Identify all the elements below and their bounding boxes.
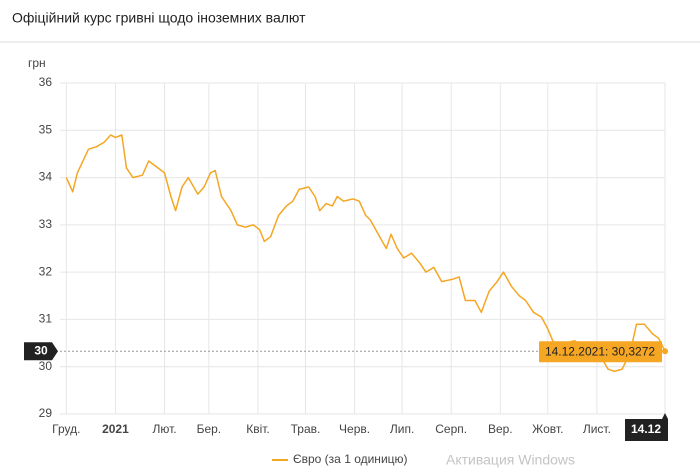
x-tick-label: Жовт. [532,422,563,436]
legend-label: Євро (за 1 одиницю) [293,452,408,466]
y-tick-label: 32 [39,264,53,278]
y-tick-label: 35 [39,122,53,136]
x-tick-label: Серп. [435,422,467,436]
x-tick-label: Лют. [152,422,176,436]
y-tick-label: 34 [39,170,53,184]
x-tick-label: Вер. [488,422,513,436]
y-tick-label: 29 [39,406,53,420]
series-line [65,134,666,373]
tooltip-box [539,341,662,363]
watermark: Активация Windows [446,452,575,468]
crosshair-x-box [625,413,668,441]
point-marker [662,348,668,355]
x-tick-label: 2021 [102,422,129,436]
x-tick-label: Трав. [291,422,321,436]
x-tick-label: Квіт. [246,422,270,436]
tooltip-label: 14.12.2021: 30,3272 [545,344,655,358]
y-axis-label: грн [28,56,46,70]
y-tick-label: 30 [39,359,53,373]
x-tick-label: Груд. [52,422,80,436]
x-tick-label: Бер. [197,422,222,436]
x-tick-label: Лист. [583,422,611,436]
crosshair-x-label: 14.12 [631,422,661,436]
x-tick-label: Лип. [390,422,414,436]
overlay: 30 14.12 14.12.2021: 30,3272 [24,341,668,441]
x-tick-label: Черв. [339,422,370,436]
y-tick-label: 31 [39,312,53,326]
crosshair-y-box [24,342,58,361]
y-tick-label: 33 [39,217,53,231]
y-tick-label: 36 [39,75,53,89]
grid: 29 30 31 32 33 34 35 36 Груд. 2021 Лют. Бер. Квіт. Тр… [39,75,666,436]
crosshair-y-label: 30 [34,343,48,357]
plot [65,134,666,373]
chart-title: Офіційний курс гривні щодо іноземних вал… [12,10,306,26]
